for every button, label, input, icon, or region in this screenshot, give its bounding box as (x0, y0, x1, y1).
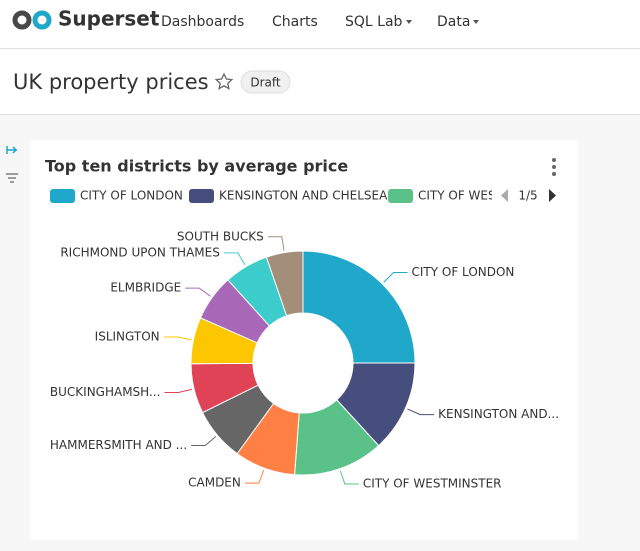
nav-item[interactable]: Charts (272, 14, 318, 30)
legend-swatch (50, 189, 75, 203)
leader-line (163, 336, 192, 341)
expand-icon[interactable] (6, 146, 18, 154)
dashboard-title: UK property prices (13, 70, 209, 94)
slice (302, 250, 416, 364)
slice-label: SOUTH BUCKS (177, 229, 264, 243)
legend-page: 1/5 (518, 189, 537, 203)
legend-label: CITY OF WES (418, 189, 496, 203)
legend-label: CITY OF LONDON (80, 189, 183, 203)
status: Draft (250, 76, 281, 90)
nav-item[interactable]: SQL Lab (345, 14, 403, 30)
slice-label: KENSINGTON AND... (438, 407, 559, 421)
favorite-star[interactable] (214, 72, 234, 90)
status-pill[interactable] (240, 70, 291, 94)
slice (265, 250, 304, 317)
leader-line (191, 436, 217, 447)
slice-label: BUCKINGHAMSH... (50, 385, 161, 399)
legend-swatch (388, 189, 413, 203)
slice-label: ELMBRIDGE (110, 281, 181, 295)
leader-line (223, 252, 246, 266)
slice-label: ISLINGTON (95, 330, 160, 344)
leader-line (267, 236, 285, 251)
brand[interactable]: Superset (58, 7, 160, 31)
legend-next[interactable] (549, 189, 556, 202)
filter-icon[interactable] (6, 173, 18, 183)
leader-line (164, 388, 193, 393)
legend-label: KENSINGTON AND CHELSEA (219, 189, 388, 203)
legend: CITY OF LONDON KENSINGTON AND CHELSEA CITY… (50, 189, 496, 203)
nav-item[interactable]: Data (437, 14, 470, 30)
leader-line (185, 287, 211, 297)
logo[interactable] (12, 10, 52, 30)
leader-line (383, 271, 408, 283)
chart-title: Top ten districts by average price (45, 157, 348, 176)
caret (406, 20, 412, 24)
caret (473, 20, 479, 24)
pie: CITY OF LONDON KENSINGTON AND... CITY OF W… (50, 229, 559, 490)
slice-label: CAMDEN (188, 476, 241, 490)
menu[interactable] (552, 158, 556, 176)
header (0, 49, 640, 114)
leader-line (244, 469, 265, 484)
slice-label: HAMMERSMITH AND ... (50, 438, 187, 452)
leader-line (407, 408, 435, 416)
slice-label: CITY OF WESTMINSTER (363, 476, 502, 490)
slice-label: CITY OF LONDON (412, 265, 515, 279)
legend-prev[interactable] (501, 189, 508, 202)
slice-label: RICHMOND UPON THAMES (60, 245, 219, 259)
leader-line (339, 470, 359, 485)
navbar (0, 0, 640, 48)
legend-swatch (189, 189, 214, 203)
nav-item[interactable]: Dashboards (161, 14, 244, 30)
